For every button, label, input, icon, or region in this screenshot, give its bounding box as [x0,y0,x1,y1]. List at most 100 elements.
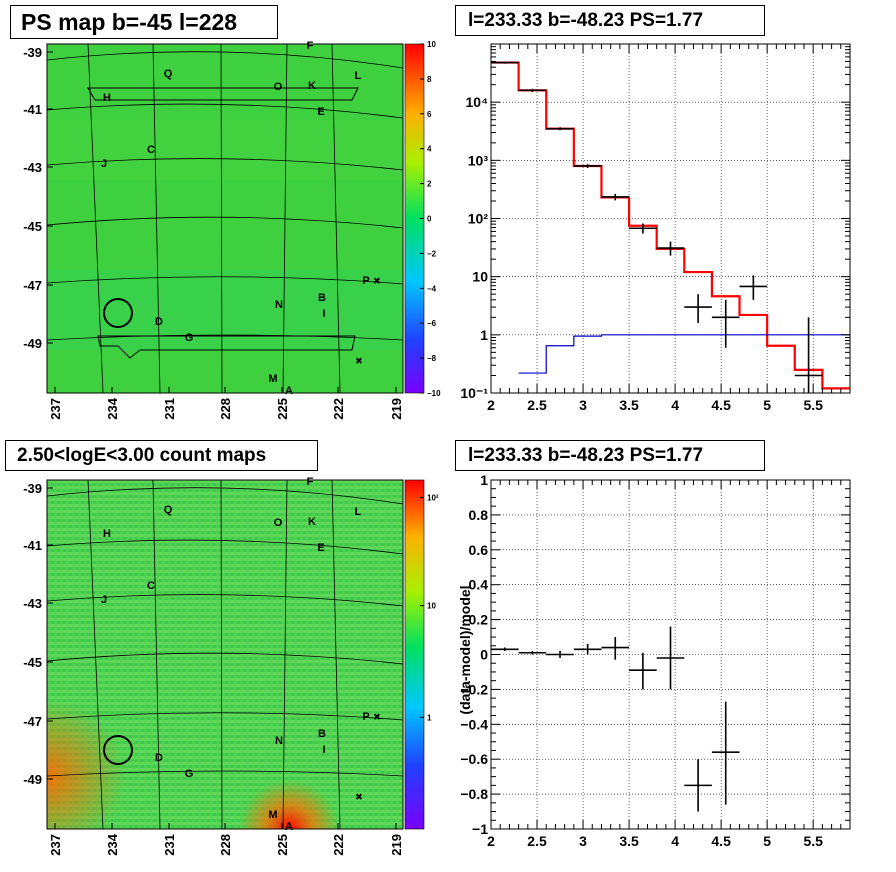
source-circle [103,735,133,765]
source-label: C [147,144,155,156]
background-step-line [518,334,850,374]
source-label: M [268,373,277,385]
colorbar-tick-label: 8 [427,75,432,84]
source-label: K [308,516,316,528]
y-tick-label: -39 [23,45,42,60]
source-label: H [103,92,111,104]
source-label: A [285,385,293,397]
y-tick-label: -49 [23,336,42,351]
source-label: H [103,528,111,540]
source-circle [103,298,133,328]
colorbar-tick-label: 2 [427,180,432,189]
x-tick-label: 228 [218,398,233,420]
colorbar-tick-label: 6 [427,110,432,119]
grid-meridian [152,43,161,394]
grid-parallel [46,103,404,119]
x-tick-label: 5.5 [803,833,823,849]
mask-outline-top [87,87,359,101]
x-tick-label: 228 [218,834,233,856]
marker-cross: × [356,792,362,803]
x-tick-label: 4 [671,833,679,849]
source-label: O [274,517,283,529]
map-bottom-title: 2.50<logE<3.00 count maps [5,440,318,471]
bottom-map-axes: 237 234 231 228 225 222 219 -39 -41 -43 -45 -47 -49 [23,481,404,856]
x-tick-label: 222 [331,398,346,420]
y-tick-label: −0.8 [460,786,488,802]
grid-parallel [46,539,404,555]
source-label: K [308,80,316,92]
spectrum-top-title: l=233.33 b=-48.23 PS=1.77 [455,5,765,36]
bottom-coordinate-grid: ×× [46,479,404,830]
source-label: P [362,275,369,287]
x-tick-label: 4.5 [711,833,731,849]
source-label: E [317,106,324,118]
source-label: D [155,316,163,328]
y-tick-label: -43 [23,596,42,611]
source-label: Q [164,68,173,80]
marker-cross: × [356,356,362,367]
colorbar-tick-label: 10 [427,40,436,49]
y-tick-label: 10³ [468,152,489,168]
top-source-labels: F Q O K L H E C J P N BI D G MA [101,40,370,397]
x-tick-label: 5 [763,833,771,849]
grid-meridian [152,479,161,830]
top-colorbar: 10 8 6 4 2 0 −2 −4 −6 −8 −10 [404,40,441,398]
x-tick-label: 5 [763,397,771,413]
y-tick-label: −0.6 [460,751,488,767]
colorbar-tick-label: −10 [427,389,441,398]
source-label: J [101,158,107,170]
source-label: Q [164,504,173,516]
y-tick-label: -39 [23,481,42,496]
x-tick-label: 231 [162,398,177,420]
y-tick-label: −0.4 [460,716,488,732]
grid-parallel [46,276,404,285]
x-tick-label: 225 [275,398,290,420]
source-label: F [307,40,314,52]
y-tick-label: -45 [23,655,42,670]
residual-ylabel: (data-model)/model [457,585,473,714]
source-label: G [185,768,194,780]
bottom-colorbar: 10² 10 1 [404,479,439,830]
source-label: N [275,735,283,747]
y-tick-label: 0.6 [469,542,489,558]
grid-parallel [46,216,404,229]
source-label: C [147,580,155,592]
source-label: N [275,299,283,311]
grid-meridian [87,479,104,830]
y-tick-label: 1 [480,472,488,488]
y-tick-label: 10⁴ [466,94,489,110]
y-tick-label: 0.4 [469,577,489,593]
source-label: G [185,332,194,344]
source-label: E [317,542,324,554]
mask-outline-bottom [97,335,356,359]
x-tick-label: 231 [162,834,177,856]
grid-parallel [46,712,404,721]
x-tick-label: 4.5 [711,397,731,413]
grid-parallel [46,334,404,341]
y-tick-label: -47 [23,714,42,729]
y-tick-label: 1 [480,327,488,343]
x-tick-label: 222 [331,834,346,856]
source-label: D [155,752,163,764]
y-tick-label: -41 [23,102,42,117]
top-coordinate-grid: ×× [46,43,404,394]
y-tick-label: 0.8 [469,507,489,523]
bottom-source-labels: F Q O K L H E C J P N BI D G MA [101,476,370,833]
x-tick-label: 237 [48,398,63,420]
grid-parallel [46,487,404,505]
colorbar-tick-label: 0 [427,215,432,224]
y-tick-label: -45 [23,219,42,234]
colorbar-tick-label: −2 [427,249,437,258]
colorbar-tick-label: 4 [427,145,432,154]
source-label: I [322,744,325,756]
grid-meridian [331,43,341,394]
x-tick-label: 237 [48,834,63,856]
x-tick-label: 225 [275,834,290,856]
source-label: L [355,70,362,82]
marker-cross: × [374,712,380,723]
grid-parallel [46,594,404,607]
x-tick-label: 234 [105,833,120,855]
x-tick-label: 3.5 [619,833,639,849]
